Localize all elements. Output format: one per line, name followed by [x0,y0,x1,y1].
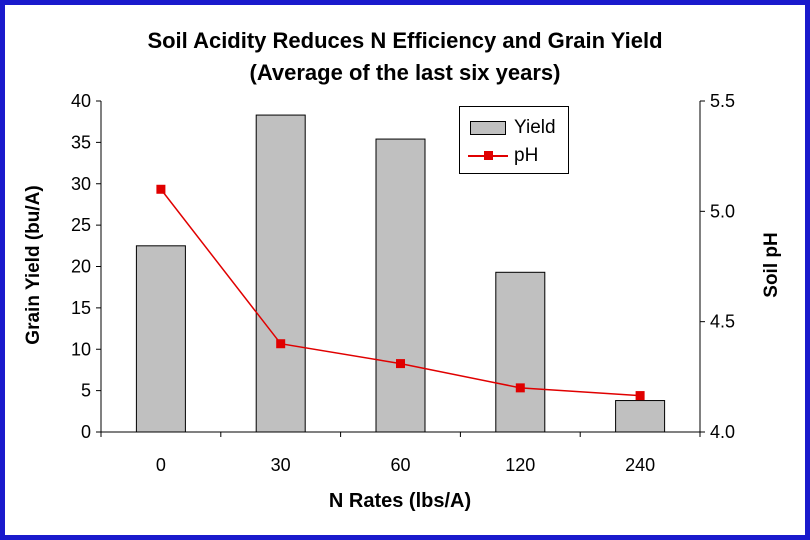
legend-swatch-yield [470,121,506,135]
y-tick-label-right: 4.0 [710,422,735,442]
y-axis-label-left: Grain Yield (bu/A) [23,185,44,345]
bar-yield [255,114,306,433]
chart-title: Soil Acidity Reduces N Efficiency and Gr… [147,28,663,53]
y-tick-label-left: 30 [71,174,91,194]
bar-yield [495,271,546,433]
y-tick-label-left: 40 [71,91,91,111]
y-tick-label-right: 5.5 [710,91,735,111]
legend-label-yield: Yield [514,117,556,138]
y-tick-label-left: 0 [81,422,91,442]
x-tick-label: 120 [505,455,535,475]
x-tick-label: 0 [156,455,166,475]
point-ph [396,359,405,369]
legend-item-yield: Yield [460,116,568,140]
x-tick-label: 240 [625,455,655,475]
legend-item-ph: pH [460,144,568,168]
y-tick-label-left: 5 [81,381,91,401]
chart-subtitle: (Average of the last six years) [249,60,561,85]
legend-label-ph: pH [514,145,539,166]
y-axis-label-right: Soil pH [761,232,782,298]
y-tick-label-left: 15 [71,298,91,318]
bar-yield [135,245,186,433]
y-tick-label-left: 20 [71,257,91,277]
bar-yield [615,400,666,433]
y-tick-label-left: 35 [71,132,91,152]
x-axis-label: N Rates (lbs/A) [328,490,472,512]
x-tick-label: 60 [390,455,410,475]
y-tick-label-left: 25 [71,215,91,235]
legend: Yield pH [459,106,569,174]
point-ph [276,339,286,349]
x-tick-label: 30 [271,455,291,475]
point-ph [156,184,166,194]
point-ph [635,391,645,401]
y-tick-label-right: 5.0 [710,201,735,221]
y-tick-label-right: 4.5 [710,312,735,332]
legend-swatch-ph-marker [484,151,493,160]
point-ph [515,383,525,393]
bar-yield [375,138,426,433]
y-tick-label-left: 10 [71,339,91,359]
